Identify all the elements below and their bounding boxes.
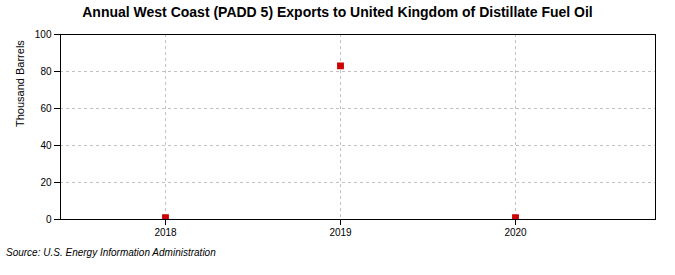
svg-text:0: 0 xyxy=(46,214,52,225)
svg-text:2020: 2020 xyxy=(504,227,527,238)
svg-text:100: 100 xyxy=(35,29,52,40)
svg-text:40: 40 xyxy=(40,140,52,151)
svg-text:2019: 2019 xyxy=(329,227,352,238)
svg-text:20: 20 xyxy=(40,177,52,188)
svg-text:2018: 2018 xyxy=(154,227,177,238)
svg-text:60: 60 xyxy=(40,103,52,114)
svg-text:80: 80 xyxy=(40,66,52,77)
html-text:Annual West Coast (PADD 5) Exp: Annual West Coast (PADD 5) Exports to Un… xyxy=(82,4,593,20)
html-text:Source: U.S. Energy Informatio: Source: U.S. Energy Information Administ… xyxy=(6,247,216,258)
svg-text:Thousand Barrels: Thousand Barrels xyxy=(14,40,26,127)
